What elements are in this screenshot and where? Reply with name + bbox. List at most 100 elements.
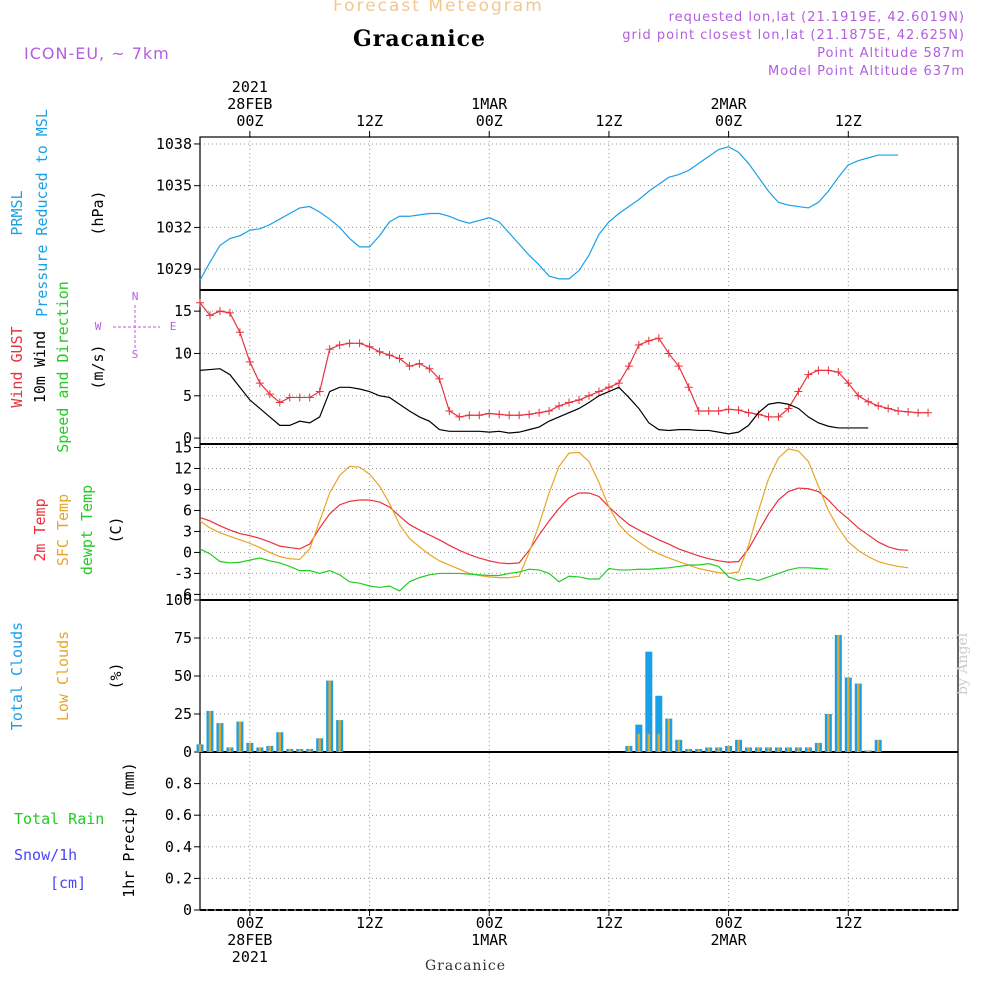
- compass-e: E: [170, 320, 177, 333]
- gust-marker: [714, 407, 723, 415]
- gust-marker: [814, 366, 823, 375]
- gust-marker: [455, 412, 464, 421]
- gust-marker: [505, 411, 514, 420]
- low-cloud-bar: [318, 738, 321, 752]
- sfc-temp-line: [199, 448, 909, 579]
- gust-marker: [584, 391, 593, 400]
- gust-marker: [196, 298, 204, 307]
- low-cloud-bar: [258, 747, 262, 752]
- precip-label: 1hr Precip (mm): [120, 762, 138, 897]
- low-cloud-bar: [807, 747, 810, 752]
- y-tick-label: 6: [183, 501, 192, 519]
- gust-marker: [764, 412, 773, 421]
- low-cloud-bar: [707, 747, 710, 752]
- low-cloud-bar: [857, 683, 860, 752]
- gust-marker: [834, 368, 843, 377]
- compass-s: S: [132, 348, 139, 361]
- gust-marker: [275, 398, 284, 407]
- low-cloud-bar: [787, 747, 790, 752]
- low-cloud-bar: [757, 747, 760, 752]
- gust-marker: [555, 401, 564, 410]
- total-cloud-bar: [655, 695, 663, 752]
- gust-marker: [724, 405, 733, 414]
- low-cloud-bar: [308, 748, 311, 752]
- gust-marker: [355, 339, 364, 348]
- time-label-bottom: 00Z: [715, 914, 742, 932]
- low-cloud-bar: [627, 745, 631, 752]
- time-label-bottom: 2021: [232, 948, 268, 966]
- total-cloud-bar: [645, 651, 653, 752]
- y-tick-label: 3: [183, 522, 192, 540]
- y-tick-label: 25: [174, 705, 192, 723]
- gust-marker: [804, 370, 813, 379]
- pressure-label-msl: Pressure Reduced to MSL: [33, 109, 51, 317]
- gust-marker: [435, 374, 444, 383]
- low-cloud-bar: [298, 748, 301, 752]
- y-tick-label: 5: [183, 387, 192, 405]
- time-label-top: 00Z: [476, 112, 503, 130]
- location-title: Gracanice: [353, 26, 487, 52]
- credit-watermark: by Angel: [955, 632, 971, 695]
- time-label-bottom: 00Z: [476, 914, 503, 932]
- low-cloud-bar: [657, 733, 660, 752]
- gust-marker: [515, 411, 524, 420]
- y-tick-label: 1032: [156, 218, 192, 236]
- y-tick-label: 0: [183, 743, 192, 761]
- gust-marker: [215, 307, 224, 316]
- compass-w: W: [95, 320, 102, 333]
- gust-marker: [924, 408, 933, 417]
- legend-snow: Snow/1h: [14, 846, 77, 864]
- gust-marker: [704, 407, 713, 415]
- y-tick-label: 0.2: [165, 869, 192, 887]
- gust-marker: [604, 383, 613, 392]
- gust-marker: [794, 387, 803, 396]
- compass-cross: [113, 305, 160, 350]
- y-tick-label: 12: [174, 459, 192, 477]
- y-tick-label: 0.8: [165, 775, 192, 793]
- gust-marker: [225, 308, 234, 317]
- low-cloud-bar: [877, 739, 880, 752]
- y-tick-label: 75: [174, 629, 192, 647]
- time-label-bottom: 2MAR: [711, 931, 748, 949]
- low-cloud-bar: [288, 748, 291, 752]
- gust-marker: [365, 342, 374, 351]
- gust-marker: [854, 391, 863, 400]
- gust-marker: [315, 387, 324, 396]
- gust-marker: [904, 407, 913, 416]
- gust-marker: [784, 404, 793, 413]
- temp-label-sfc: SFC Temp: [54, 494, 72, 566]
- gust-marker: [205, 311, 214, 320]
- gust-marker: [644, 336, 653, 345]
- model-altitude: Model Point Altitude 637m: [768, 64, 965, 79]
- gust-marker: [664, 349, 673, 358]
- time-label-top: 1MAR: [471, 95, 508, 113]
- clouds-label-low: Low Clouds: [54, 631, 72, 721]
- y-tick-label: -6: [174, 585, 192, 603]
- gust-marker: [754, 410, 763, 419]
- pressure-line: [199, 146, 899, 281]
- requested-coords: requested lon,lat (21.1919E, 42.6019N): [668, 10, 965, 25]
- gust-marker: [734, 406, 743, 415]
- time-label-bottom: 12Z: [835, 914, 862, 932]
- low-cloud-bar: [817, 742, 820, 752]
- low-cloud-bar: [747, 747, 750, 752]
- y-tick-label: 1038: [156, 135, 192, 153]
- gust-marker: [465, 411, 474, 420]
- low-cloud-bar: [338, 720, 341, 752]
- time-label-top: 12Z: [356, 112, 383, 130]
- low-cloud-bar: [198, 744, 202, 752]
- gust-marker: [594, 387, 603, 396]
- gust-marker: [245, 357, 254, 366]
- low-cloud-bar: [827, 714, 830, 752]
- y-tick-label: 15: [174, 302, 192, 320]
- chart-supertitle: Forecast Meteogram: [333, 0, 544, 16]
- y-tick-label: 100: [165, 591, 192, 609]
- time-label-bottom: 00Z: [236, 914, 263, 932]
- temp-label-dewpt: dewpt Temp: [78, 485, 96, 575]
- gust-marker: [345, 339, 354, 348]
- low-cloud-bar: [637, 733, 641, 752]
- low-cloud-bar: [797, 747, 800, 752]
- gust-marker: [295, 393, 304, 402]
- wind-dir-label: Speed and Direction: [54, 281, 72, 453]
